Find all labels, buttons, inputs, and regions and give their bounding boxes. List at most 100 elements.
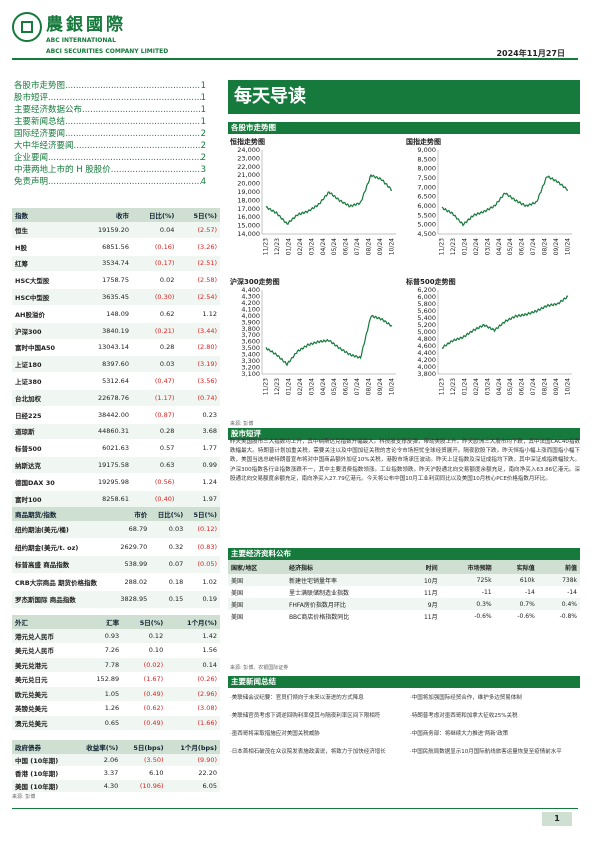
table-row: 纽约期油(美元/桶) 68.79 0.03 (0.12) — [12, 521, 220, 539]
table-cell: (10.96) — [121, 779, 167, 793]
chart-xtick-label: 01/24 — [285, 238, 292, 255]
toc-item-page: 1 — [200, 117, 206, 127]
chart-xtick-label: 04/24 — [496, 378, 503, 395]
table-row: 日经225 38442.00 (0.87) 0.23 — [12, 406, 220, 424]
chart-ytick-label: 3,500 — [241, 344, 260, 352]
table-cell: (3.26) — [177, 238, 220, 256]
toc-item-page: 1 — [200, 93, 206, 103]
table-cell: 1.02 — [186, 573, 220, 591]
chart-xtick-label: 10/24 — [565, 238, 572, 255]
toc-item[interactable]: 主要新闻总结..................................… — [14, 116, 206, 128]
chart-xtick-label: 04/24 — [320, 238, 327, 255]
chart-ytick-label: 14,000 — [237, 230, 260, 238]
chart-title: 沪深300走势图 — [230, 277, 280, 286]
table-cell: (0.40) — [131, 490, 178, 508]
chart-xtick-label: 03/24 — [484, 378, 491, 395]
chart-xtick-label: 01/24 — [461, 238, 468, 255]
toc-item-page: 2 — [200, 141, 206, 151]
chart-ytick-label: 3,600 — [241, 338, 260, 346]
econ-table: 国家/地区 经济指标 时间 市场预期 实际值 前值 美国 新建住宅销量年率 10月 725k 610… — [228, 560, 580, 622]
toc-item-label: 各股市走势图 — [14, 81, 66, 91]
chart-ytick-label: 7,500 — [417, 174, 436, 182]
bond-table: 政府债券 收益率(%) 5日(bps) 1个月(bps) 中国 (10年期) 2.06 (3… — [12, 740, 220, 793]
chart-ytick-label: 4,000 — [241, 312, 260, 320]
toc-item[interactable]: 股市短评....................................… — [14, 92, 206, 104]
table-row: 港元兑人民币 0.93 0.12 1.42 — [12, 629, 220, 644]
table-cell: (1.66) — [166, 715, 220, 731]
table-header: 汇率 — [79, 615, 123, 629]
news-item[interactable]: ·墨西哥将采取措施应对美国关税威胁 — [230, 731, 320, 737]
news-item[interactable]: ·日本首相石破茂在众议院发表施政演说，将致力于加快经济增长 — [230, 749, 386, 755]
chart-ytick-label: 23,000 — [237, 154, 260, 162]
table-cell: (2.96) — [166, 686, 220, 702]
chart-ytick-label: 7,000 — [417, 183, 436, 191]
news-item[interactable]: ·美联储官员考虑下调逆回购利率使其与隔夜利率区间下限相符 — [230, 713, 381, 719]
chart-xtick-label: 11/23 — [439, 378, 446, 395]
table-row: 台北加权 22678.76 (1.17) (0.74) — [12, 389, 220, 407]
table-cell: 标普高盛 商品指数 — [12, 555, 113, 574]
chart-0: 恒指走势图24,00023,00022,00021,00020,00019,00… — [229, 137, 396, 255]
table-cell: HSC中型股 — [12, 288, 79, 306]
table-cell: 上证380 — [12, 372, 79, 390]
table-row: 欧元兑美元 1.05 (0.49) (2.96) — [12, 686, 220, 702]
chart-ytick-label: 20,000 — [237, 180, 260, 188]
news-item[interactable]: ·中国将加强国际经贸合作，维护多边贸易体制 — [410, 695, 522, 701]
econ-cell: FHFA房价指数月环比 — [285, 598, 406, 610]
table-cell: 22678.76 — [78, 389, 132, 407]
table-cell: 0.04 — [131, 222, 178, 239]
table-cell: CRB大宗商品 期货价格指数 — [12, 573, 113, 591]
chart-title: 标普500走势图 — [405, 277, 456, 286]
toc-item[interactable]: 中港两地上市的 H 股股价...........................… — [14, 164, 206, 176]
table-row: 富时100 8258.61 (0.40) 1.97 — [12, 490, 220, 508]
chart-xtick-label: 08/24 — [366, 378, 373, 395]
chart-xtick-label: 11/23 — [439, 238, 446, 255]
chart-xtick-label: 05/24 — [331, 378, 338, 395]
chart-ytick-label: 6,000 — [417, 293, 436, 301]
table-cell: (0.30) — [131, 288, 178, 306]
chart-ytick-label: 8,000 — [417, 165, 436, 173]
table-cell: 0.23 — [177, 406, 220, 424]
econ-header: 市场预期 — [440, 560, 495, 574]
toc-item[interactable]: 各股市走势图..................................… — [14, 80, 206, 92]
table-cell: (0.83) — [186, 538, 220, 556]
toc-item[interactable]: 大中华经济要闻.................................… — [14, 140, 206, 152]
table-cell: 香港 (10年期) — [12, 766, 74, 780]
table-row: 道琼斯 44860.31 0.28 3.68 — [12, 423, 220, 441]
news-item[interactable]: ·特朗普考虑对墨西哥和加拿大征收25%关税 — [410, 713, 518, 719]
table-cell: (0.26) — [166, 672, 220, 687]
chart-xtick-label: 09/24 — [377, 238, 384, 255]
econ-cell: 0.4% — [537, 598, 580, 610]
table-cell: 6021.63 — [78, 439, 132, 458]
news-item[interactable]: ·中国商务部：将继续大力推进'两新'政策 — [410, 731, 509, 737]
chart-xtick-label: 04/24 — [496, 238, 503, 255]
table-cell: (0.87) — [131, 406, 178, 424]
toc-item-page: 1 — [200, 81, 206, 91]
table-header: 日比(%) — [150, 507, 187, 521]
chart-xtick-label: 12/23 — [450, 378, 457, 395]
toc-item[interactable]: 免责声明....................................… — [14, 176, 206, 188]
news-item[interactable]: ·美联储会议纪要：官员们倾向于未来以渐进的方式降息 — [230, 695, 364, 701]
table-cell: 7.78 — [79, 657, 123, 673]
table-cell: 3.37 — [73, 766, 122, 780]
table-cell: (0.02) — [122, 657, 167, 673]
chart-ytick-label: 16,000 — [237, 213, 260, 221]
chart-ytick-label: 5,400 — [417, 314, 436, 322]
econ-cell: 725k — [440, 574, 495, 586]
toc-item-label: 国际经济要闻 — [14, 129, 66, 139]
table-cell: (2.51) — [177, 255, 220, 273]
chart-xtick-label: 07/24 — [530, 238, 537, 255]
table-cell: 美元兑人民币 — [12, 643, 80, 658]
brand-name: 農銀國際 — [46, 15, 126, 35]
toc-item[interactable]: 国际经济要闻..................................… — [14, 128, 206, 140]
table-cell: 欧元兑美元 — [12, 686, 80, 702]
econ-cell: 新建住宅销量年率 — [285, 574, 406, 586]
table-row: 美元兑日元 152.89 (1.67) (0.26) — [12, 672, 220, 687]
econ-header: 实际值 — [494, 560, 538, 574]
econ-cell: 里士满联储制造业指数 — [288, 589, 349, 597]
toc-item[interactable]: 主要经济数据公布................................… — [14, 104, 206, 116]
table-cell: 1.24 — [177, 473, 220, 491]
news-item[interactable]: ·中国民航局数据显示10月国际航线旅客运量恢复至疫情前水平 — [410, 749, 562, 755]
table-cell: 罗杰斯国际 商品指数 — [12, 590, 113, 609]
table-header: 商品期货/指数 — [12, 507, 113, 521]
toc-item[interactable]: 企业要闻....................................… — [14, 152, 206, 164]
